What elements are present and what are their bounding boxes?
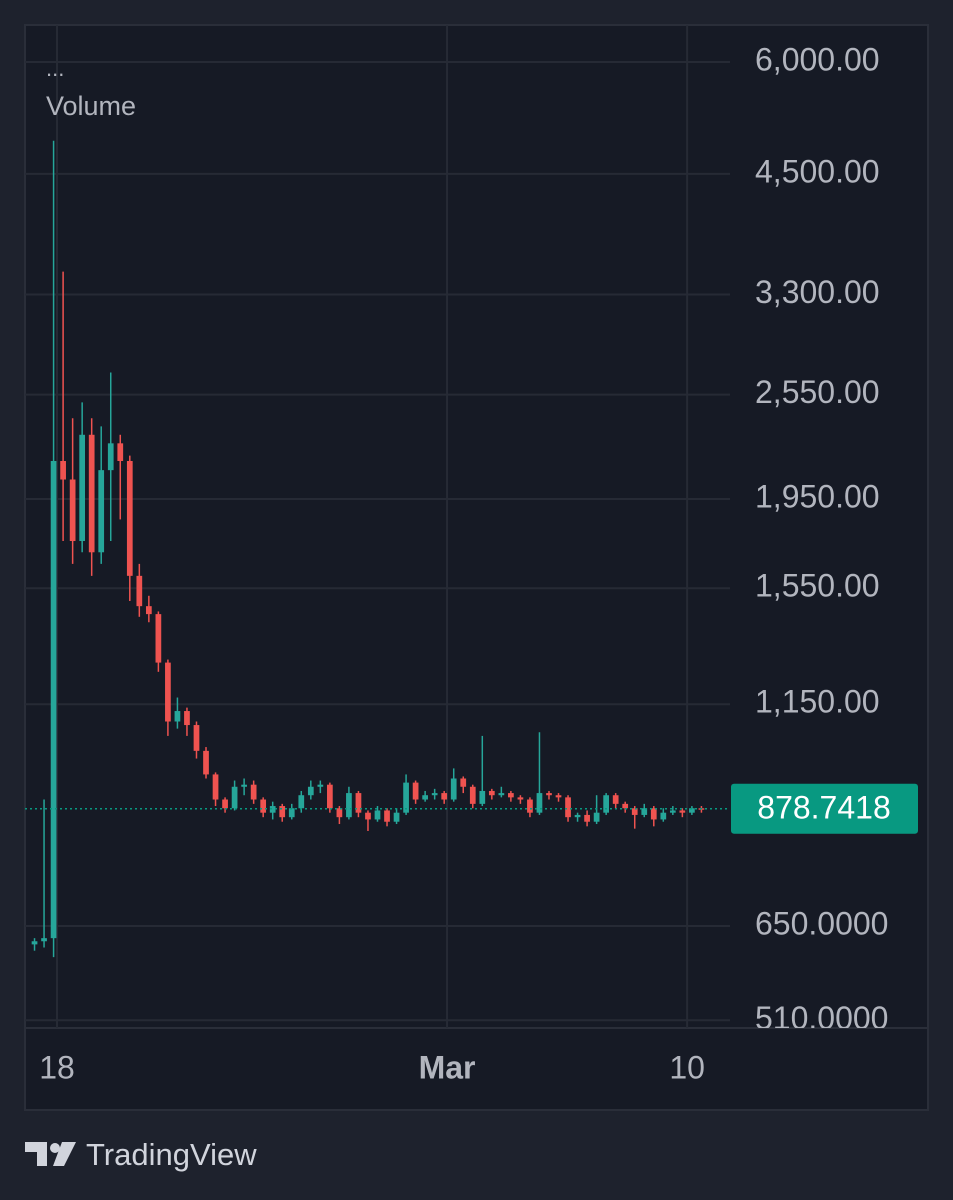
candle-body xyxy=(565,797,571,818)
candle-body xyxy=(422,795,428,800)
candle-body xyxy=(79,434,86,542)
brand-logo xyxy=(25,1142,76,1166)
y-tick-label: 2,550.00 xyxy=(755,374,880,410)
candle-body xyxy=(212,774,219,800)
price-axis: 6,000.00 4,500.00 3,300.00 2,550.00 1,950.00… xyxy=(755,42,888,1036)
candle-body xyxy=(593,812,600,822)
y-tick-label: 1,550.00 xyxy=(755,568,880,604)
grid xyxy=(25,25,730,1028)
candle-body xyxy=(327,784,333,809)
candle-body xyxy=(689,808,695,813)
candle-body xyxy=(98,470,105,553)
last-price-badge xyxy=(731,783,918,834)
y-tick-label: 4,500.00 xyxy=(755,153,880,189)
candle-body xyxy=(250,784,257,800)
candle-body xyxy=(126,460,133,576)
candle-body xyxy=(488,790,495,796)
x-tick-label: 18 xyxy=(39,1049,75,1085)
indicator-label: Volume xyxy=(46,91,136,121)
y-tick-label: 650.0000 xyxy=(755,905,888,941)
candle-body xyxy=(203,750,209,775)
candle-body xyxy=(527,799,533,813)
candle-body xyxy=(517,797,524,800)
candle-body xyxy=(317,784,324,787)
candle-body xyxy=(136,575,143,607)
candle-body xyxy=(269,806,276,813)
candle-body xyxy=(374,810,381,820)
y-tick-label: 3,300.00 xyxy=(755,274,880,310)
candle-body xyxy=(536,793,543,813)
candle-body xyxy=(260,799,267,813)
candle-body xyxy=(346,793,352,818)
candle-body xyxy=(165,662,171,722)
candle-body xyxy=(107,443,114,471)
candle-body xyxy=(555,795,562,798)
candle-body xyxy=(679,810,686,813)
candle-body xyxy=(336,808,343,818)
candle-body xyxy=(508,793,514,798)
candle-body xyxy=(307,786,314,796)
candle-body xyxy=(393,812,400,822)
candle-body xyxy=(450,778,457,800)
candle-body xyxy=(184,711,190,726)
candle-body xyxy=(403,782,409,813)
brand-name: TradingView xyxy=(86,1137,257,1172)
candle-body xyxy=(222,799,228,809)
legend-menu[interactable]: ... xyxy=(46,56,64,81)
candle-body xyxy=(31,941,38,945)
candle-body xyxy=(60,460,66,480)
candle-body xyxy=(50,460,57,939)
chart-panel xyxy=(24,24,929,1111)
candle-body xyxy=(384,810,390,822)
y-tick-label: 1,150.00 xyxy=(755,684,880,720)
candle-body xyxy=(355,793,362,813)
candle-body xyxy=(660,812,667,820)
candle-body xyxy=(641,808,648,815)
candle-body xyxy=(603,795,610,813)
candle-body xyxy=(546,793,552,796)
candle-body xyxy=(231,786,238,809)
y-tick-label: 6,000.00 xyxy=(755,42,880,78)
candle-body xyxy=(669,810,676,813)
candle-body xyxy=(479,790,486,804)
candle-body xyxy=(622,803,629,809)
candle-body xyxy=(41,938,47,942)
candle-body xyxy=(288,808,295,818)
candle-body xyxy=(612,795,619,804)
candles xyxy=(25,140,730,958)
candle-body xyxy=(498,793,505,796)
candle-body xyxy=(574,814,581,818)
candle-body xyxy=(631,808,638,815)
candle-body xyxy=(279,806,286,818)
y-tick-label: 510.0000 xyxy=(755,1000,888,1036)
x-tick-label: 10 xyxy=(669,1049,705,1085)
candle-body xyxy=(412,782,419,800)
candle-body xyxy=(69,479,76,542)
candle-body xyxy=(469,786,476,804)
candle-body xyxy=(241,784,247,787)
y-tick-label: 1,950.00 xyxy=(755,478,880,514)
candle-body xyxy=(584,814,590,822)
time-axis: 18 Mar 10 xyxy=(39,1049,705,1085)
candle-body xyxy=(298,795,305,809)
candle-body xyxy=(174,711,181,722)
candle-body xyxy=(365,812,371,820)
candle-body xyxy=(431,793,438,796)
candle-body xyxy=(193,725,200,751)
candle-body xyxy=(88,434,95,553)
candle-body xyxy=(155,614,162,663)
x-tick-label: Mar xyxy=(419,1049,476,1085)
last-price-label: 878.7418 xyxy=(757,789,890,825)
candle-body xyxy=(441,793,448,800)
candle-body xyxy=(117,443,124,461)
candle-body xyxy=(145,606,152,615)
candle-body xyxy=(650,808,657,820)
candle-body xyxy=(460,778,467,787)
